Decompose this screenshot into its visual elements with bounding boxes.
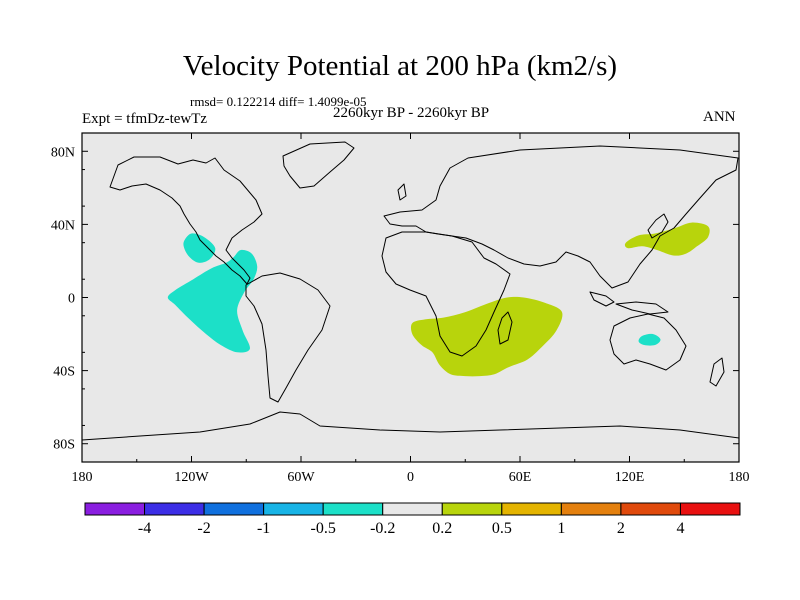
page-title: Velocity Potential at 200 hPa (km2/s) [182,50,618,82]
coastline-greenland [282,141,355,189]
colorbar-level-label: 0.2 [432,520,452,537]
lat-tick-label: 40N [51,218,75,233]
colorbar-level-label: -0.5 [311,520,336,537]
contour-region-north-australia-negative [638,333,661,346]
stats-subtitle: rmsd= 0.122214 diff= 1.4099e-05 [190,94,367,109]
lat-tick-label: 40S [53,365,75,380]
contour-region-africa-indian-ocean-positive [410,296,563,377]
coastline-europe-asia [383,145,739,289]
experiment-label: Expt = tfmDz-tewTz [82,111,208,127]
colorbar-swatch [679,502,741,516]
coastline-uk [397,183,407,201]
lon-tick-label: 0 [407,470,414,485]
coastline-africa [381,231,511,357]
colorbar-level-label: -1 [257,520,270,537]
colorbar-level-label: 4 [676,520,684,537]
coastline-madagascar [497,311,513,345]
period-subtitle: 2260kyr BP - 2260kyr BP [332,105,490,121]
coastline-antarctica [82,411,739,441]
colorbar-level-label: 2 [617,520,625,537]
lon-tick-label: 60E [509,470,532,485]
colorbar-level-label: 0.5 [492,520,512,537]
coastline-japan [647,213,669,239]
coastline-new-zealand [709,357,725,387]
colorbar-swatch [322,502,384,516]
contour-region-east-pacific-south-negative [167,249,258,353]
colorbar-level-label: -2 [197,520,210,537]
lon-tick-label: 180 [729,470,750,485]
colorbar-swatch [203,502,265,516]
colorbar-swatch [263,502,324,516]
colorbar-swatch [144,502,205,516]
colorbar-swatch [620,502,681,516]
coastline-layer [82,141,739,441]
coastline-south-america [245,272,331,403]
lat-tick-label: 80N [51,145,75,160]
lat-tick-label: 0 [68,292,75,307]
colorbar: -4 -2 -1 -0.5 -0.2 0.2 0.5 1 2 4 [84,502,741,537]
coastline-north-america [109,156,263,285]
colorbar-level-label: 1 [557,520,565,537]
colorbar-level-label: -0.2 [370,520,395,537]
lat-tick-label: 80S [53,438,75,453]
season-label: ANN [703,109,736,125]
axis-label-layer: 180 120W 60W 0 60E 120E 180 80N 40N 0 40S 80S [51,145,750,485]
lon-tick-label: 120E [615,470,645,485]
colorbar-swatch [501,502,562,516]
coastline-indonesia [589,291,669,315]
colorbar-swatch [382,502,443,516]
contour-region-west-pacific-positive [624,222,710,256]
colorbar-swatch [560,502,622,516]
axis-tick-layer [81,132,740,463]
lon-tick-label: 180 [72,470,93,485]
contour-region-layer [167,222,710,377]
colorbar-swatch [441,502,503,516]
colorbar-swatch [84,502,146,516]
lon-tick-label: 60W [287,470,315,485]
contour-region-east-pacific-north-negative [183,233,216,263]
coastline-australia [609,313,687,371]
lon-tick-label: 120W [174,470,209,485]
colorbar-level-label: -4 [138,520,151,537]
